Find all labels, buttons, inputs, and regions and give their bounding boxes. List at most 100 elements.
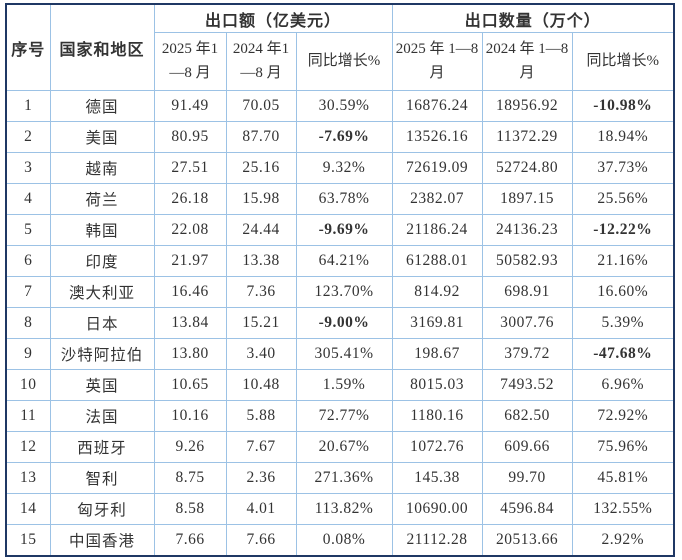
table-row: 11 法国 10.16 5.88 72.77% 1180.16 682.50 72.92% bbox=[5, 400, 675, 432]
cell-seq: 8 bbox=[5, 307, 51, 339]
cell-country: 美国 bbox=[49, 121, 155, 153]
header-value-2024: 2024 年1—8 月 bbox=[225, 32, 297, 91]
table-row: 9 沙特阿拉伯 13.80 3.40 305.41% 198.67 379.72 -47.68… bbox=[5, 338, 675, 370]
cell-country: 法国 bbox=[49, 400, 155, 432]
cell-qty-2025: 2382.07 bbox=[391, 183, 483, 215]
cell-qty-2024: 18956.92 bbox=[481, 90, 573, 122]
header-qty-2024: 2024 年 1—8 月 bbox=[481, 32, 573, 91]
cell-qty-2024: 1897.15 bbox=[481, 183, 573, 215]
header-country: 国家和地区 bbox=[49, 3, 155, 91]
table-row: 2 美国 80.95 87.70 -7.69% 13526.16 11372.29 18.94… bbox=[5, 121, 675, 153]
cell-qty-growth: -12.22% bbox=[571, 214, 675, 246]
cell-country: 韩国 bbox=[49, 214, 155, 246]
cell-qty-2024: 20513.66 bbox=[481, 524, 573, 557]
cell-country: 中国香港 bbox=[49, 524, 155, 557]
cell-value-growth: -9.00% bbox=[295, 307, 393, 339]
cell-seq: 7 bbox=[5, 276, 51, 308]
cell-value-2025: 10.16 bbox=[153, 400, 227, 432]
table-body: 1 德国 91.49 70.05 30.59% 16876.24 18956.92 -10.9… bbox=[5, 90, 675, 557]
cell-qty-2024: 7493.52 bbox=[481, 369, 573, 401]
cell-value-2024: 4.01 bbox=[225, 493, 297, 525]
cell-value-2024: 7.66 bbox=[225, 524, 297, 557]
cell-value-growth: 0.08% bbox=[295, 524, 393, 557]
header-sub-row: 2025 年1—8 月 2024 年1—8 月 同比增长% 2025 年 1—8… bbox=[6, 32, 675, 91]
cell-qty-growth: 75.96% bbox=[571, 431, 675, 463]
cell-qty-2025: 10690.00 bbox=[391, 493, 483, 525]
table-row: 4 荷兰 26.18 15.98 63.78% 2382.07 1897.15 25.56% bbox=[5, 183, 675, 215]
cell-seq: 9 bbox=[5, 338, 51, 370]
export-statistics-table: 序号 国家和地区 出口额（亿美元） 出口数量（万个） 2025 年1—8 月 2… bbox=[5, 3, 675, 557]
cell-seq: 13 bbox=[5, 462, 51, 494]
header-value-2025: 2025 年1—8 月 bbox=[153, 32, 227, 91]
cell-seq: 3 bbox=[5, 152, 51, 184]
cell-country: 日本 bbox=[49, 307, 155, 339]
cell-value-2024: 15.21 bbox=[225, 307, 297, 339]
cell-value-2024: 3.40 bbox=[225, 338, 297, 370]
cell-value-2024: 7.36 bbox=[225, 276, 297, 308]
cell-country: 印度 bbox=[49, 245, 155, 277]
cell-seq: 11 bbox=[5, 400, 51, 432]
header-qty-2025: 2025 年 1—8 月 bbox=[391, 32, 483, 91]
cell-qty-2024: 50582.93 bbox=[481, 245, 573, 277]
table-row: 13 智利 8.75 2.36 271.36% 145.38 99.70 45.81% bbox=[5, 462, 675, 494]
cell-value-2024: 87.70 bbox=[225, 121, 297, 153]
cell-value-2025: 13.84 bbox=[153, 307, 227, 339]
cell-value-2025: 8.75 bbox=[153, 462, 227, 494]
cell-value-growth: 271.36% bbox=[295, 462, 393, 494]
cell-value-2024: 7.67 bbox=[225, 431, 297, 463]
cell-value-2025: 10.65 bbox=[153, 369, 227, 401]
cell-seq: 5 bbox=[5, 214, 51, 246]
cell-value-2024: 10.48 bbox=[225, 369, 297, 401]
cell-country: 澳大利亚 bbox=[49, 276, 155, 308]
cell-seq: 14 bbox=[5, 493, 51, 525]
cell-value-2025: 22.08 bbox=[153, 214, 227, 246]
cell-country: 智利 bbox=[49, 462, 155, 494]
cell-value-2024: 2.36 bbox=[225, 462, 297, 494]
cell-qty-2024: 379.72 bbox=[481, 338, 573, 370]
cell-qty-2024: 682.50 bbox=[481, 400, 573, 432]
cell-value-growth: 113.82% bbox=[295, 493, 393, 525]
cell-seq: 10 bbox=[5, 369, 51, 401]
cell-qty-growth: 72.92% bbox=[571, 400, 675, 432]
cell-value-2025: 91.49 bbox=[153, 90, 227, 122]
cell-qty-2025: 21186.24 bbox=[391, 214, 483, 246]
header-seq: 序号 bbox=[5, 3, 51, 91]
cell-qty-2025: 1072.76 bbox=[391, 431, 483, 463]
cell-seq: 12 bbox=[5, 431, 51, 463]
cell-value-2025: 8.58 bbox=[153, 493, 227, 525]
cell-country: 德国 bbox=[49, 90, 155, 122]
cell-qty-2025: 198.67 bbox=[391, 338, 483, 370]
cell-value-2025: 21.97 bbox=[153, 245, 227, 277]
cell-seq: 6 bbox=[5, 245, 51, 277]
cell-value-growth: -7.69% bbox=[295, 121, 393, 153]
table-row: 8 日本 13.84 15.21 -9.00% 3169.81 3007.76 5.39% bbox=[5, 307, 675, 339]
cell-qty-2025: 8015.03 bbox=[391, 369, 483, 401]
cell-qty-2025: 72619.09 bbox=[391, 152, 483, 184]
cell-value-2025: 80.95 bbox=[153, 121, 227, 153]
cell-value-growth: 72.77% bbox=[295, 400, 393, 432]
cell-qty-growth: 6.96% bbox=[571, 369, 675, 401]
cell-qty-2025: 21112.28 bbox=[391, 524, 483, 557]
cell-qty-growth: 18.94% bbox=[571, 121, 675, 153]
cell-value-growth: 305.41% bbox=[295, 338, 393, 370]
cell-value-2025: 27.51 bbox=[153, 152, 227, 184]
cell-country: 沙特阿拉伯 bbox=[49, 338, 155, 370]
cell-seq: 15 bbox=[5, 524, 51, 557]
cell-qty-2024: 52724.80 bbox=[481, 152, 573, 184]
cell-value-growth: 63.78% bbox=[295, 183, 393, 215]
cell-value-2024: 15.98 bbox=[225, 183, 297, 215]
cell-qty-2024: 99.70 bbox=[481, 462, 573, 494]
table-row: 1 德国 91.49 70.05 30.59% 16876.24 18956.92 -10.9… bbox=[5, 90, 675, 122]
cell-value-2024: 5.88 bbox=[225, 400, 297, 432]
cell-qty-2024: 11372.29 bbox=[481, 121, 573, 153]
cell-value-2025: 13.80 bbox=[153, 338, 227, 370]
cell-qty-2025: 1180.16 bbox=[391, 400, 483, 432]
cell-value-growth: 64.21% bbox=[295, 245, 393, 277]
table-row: 15 中国香港 7.66 7.66 0.08% 21112.28 20513.66 2.92% bbox=[5, 524, 675, 557]
header-qty-growth: 同比增长% bbox=[571, 32, 675, 91]
cell-value-2024: 13.38 bbox=[225, 245, 297, 277]
cell-value-2024: 25.16 bbox=[225, 152, 297, 184]
cell-qty-2025: 16876.24 bbox=[391, 90, 483, 122]
cell-qty-growth: 2.92% bbox=[571, 524, 675, 557]
table-row: 14 匈牙利 8.58 4.01 113.82% 10690.00 4596.84 132.5… bbox=[5, 493, 675, 525]
